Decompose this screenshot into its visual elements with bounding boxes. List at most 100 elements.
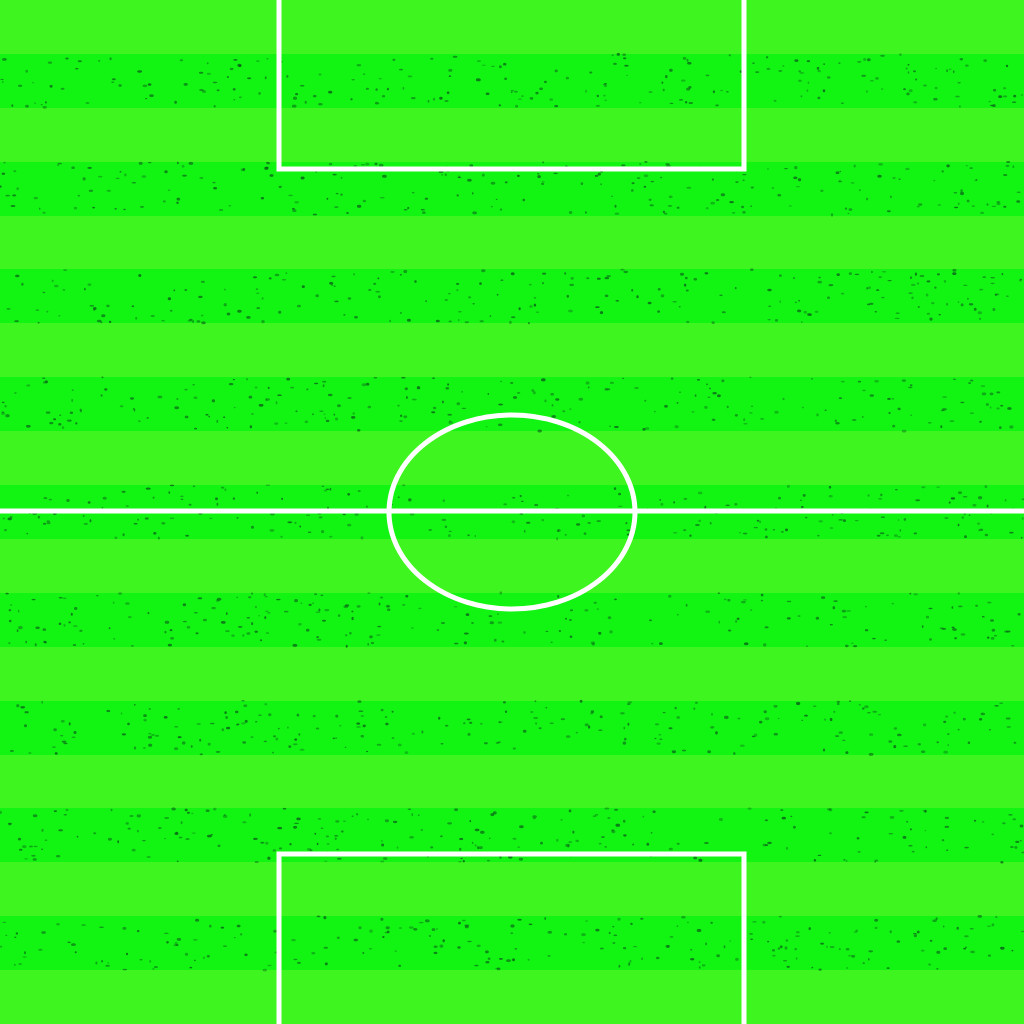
grass-speckle [581,514,585,518]
grass-speckle [407,75,413,78]
grass-speckle [216,502,219,506]
grass-speckle [599,947,604,950]
grass-speckle [70,612,73,616]
grass-speckle [448,530,452,533]
grass-speckle [18,963,22,965]
grass-speckle [292,209,297,212]
grass-speckle [445,387,450,390]
grass-speckle [248,395,253,399]
grass-speckle [956,926,959,930]
grass-speckle [498,403,503,406]
grass-speckle [961,516,964,519]
grass-speckle [478,846,483,850]
grass-speckle [118,84,122,87]
grass-speckle [93,308,96,312]
grass-speckle [1000,947,1002,949]
grass-speckle [817,70,821,73]
grass-speckle [294,738,297,741]
grass-speckle [140,205,144,208]
grass-speckle [2,58,7,61]
grass-speckle [888,412,891,414]
grass-speckle [136,814,141,818]
grass-speckle [374,102,380,105]
grass-speckle [277,394,282,397]
grass-speckle [474,535,477,537]
grass-speckle [5,414,10,418]
grass-speckle [845,644,849,648]
grass-speckle [472,211,477,215]
grass-speckle [623,834,627,837]
grass-speckle [370,641,375,645]
grass-speckle [585,89,587,93]
grass-speckle [71,166,75,169]
grass-speckle [201,90,207,93]
grass-speckle [435,319,440,323]
grass-speckle [38,948,43,951]
grass-speckle [628,962,631,965]
grass-speckle [694,701,698,704]
grass-speckle [820,189,824,192]
grass-speckle [614,204,617,208]
grass-speckle [223,303,227,307]
grass-speckle [1006,295,1009,297]
grass-speckle [545,630,549,633]
grass-speckle [980,211,985,214]
grass-speckle [334,837,337,840]
grass-speckle [887,280,892,282]
grass-speckle [176,937,182,941]
grass-speckle [273,929,277,933]
grass-speckle [803,310,807,314]
grass-speckle [177,708,181,710]
grass-speckle [684,101,688,104]
grass-speckle [360,734,365,738]
grass-speckle [133,522,138,525]
grass-speckle [991,205,997,208]
grass-speckle [358,710,364,712]
grass-speckle [360,164,366,166]
grass-speckle [901,379,907,382]
grass-speckle [650,180,655,183]
grass-speckle [351,416,356,419]
grass-speckle [773,704,778,708]
grass-speckle [942,396,947,398]
grass-speckle [492,811,497,815]
grass-speckle [1009,531,1014,534]
grass-speckle [377,625,382,628]
grass-speckle [377,277,380,280]
grass-speckle [729,940,731,942]
grass-speckle [764,819,769,822]
grass-speckle [329,487,332,491]
grass-speckle [867,494,870,497]
grass-speckle [886,967,890,969]
grass-speckle [131,305,135,308]
grass-speckle [514,948,518,950]
grass-speckle [685,289,689,292]
grass-speckle [667,205,673,207]
grass-speckle [318,103,323,106]
grass-speckle [132,408,135,410]
grass-speckle [813,705,817,707]
grass-speckle [209,924,212,928]
grass-speckle [147,735,153,739]
grass-speckle [79,629,83,632]
grass-speckle [123,208,126,211]
grass-speckle [1015,840,1020,844]
grass-speckle [100,321,103,324]
grass-speckle [862,707,865,710]
grass-speckle [463,722,466,725]
grass-speckle [216,419,219,423]
grass-speckle [953,192,958,194]
grass-speckle [518,98,523,100]
grass-speckle [22,845,27,849]
grass-speckle [977,311,983,315]
grass-speckle [278,185,282,189]
grass-speckle [380,708,384,712]
grass-speckle [351,815,354,817]
grass-speckle [44,642,47,644]
grass-speckle [128,616,132,619]
grass-speckle [659,738,663,740]
grass-speckle [485,950,489,954]
grass-speckle [380,596,384,599]
grass-speckle [551,415,554,418]
grass-speckle [541,181,545,183]
